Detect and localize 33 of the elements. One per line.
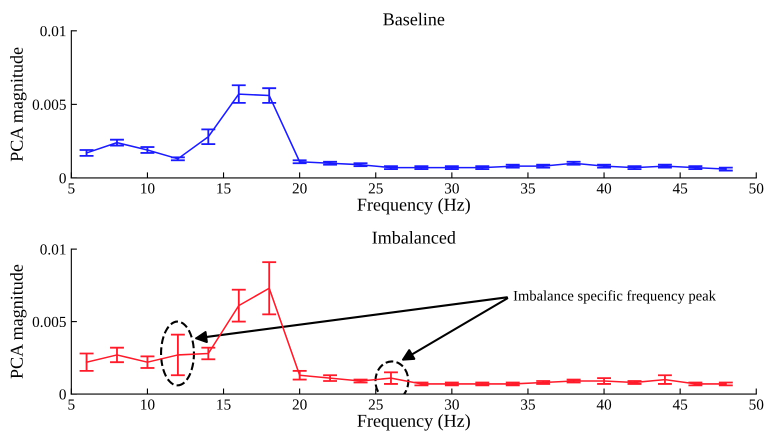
x-tick-label: 40 xyxy=(596,399,612,410)
y-tick-label: 0 xyxy=(59,173,66,184)
y-tick-label: 0.005 xyxy=(32,316,66,328)
x-tick-label: 10 xyxy=(141,399,154,410)
y-tick-label: 0.01 xyxy=(40,26,66,36)
x-tick-label: 15 xyxy=(217,399,231,410)
x-tick-label: 30 xyxy=(444,399,459,410)
x-tick-label: 30 xyxy=(444,183,459,194)
x-tick-label: 35 xyxy=(521,183,535,194)
x-tick-label: 45 xyxy=(672,183,688,194)
chart-title: Baseline xyxy=(383,12,444,26)
x-tick-label: 35 xyxy=(521,399,535,410)
y-tick-label: 0.01 xyxy=(40,244,66,255)
x-tick-label: 45 xyxy=(672,399,688,410)
x-tick-label: 20 xyxy=(292,183,307,194)
x-tick-label: 25 xyxy=(368,399,383,410)
x-tick-label: 50 xyxy=(750,399,764,410)
y-tick-label: 0 xyxy=(59,389,66,400)
y-axis-title: PCA magnitude xyxy=(10,264,27,379)
x-tick-label: 5 xyxy=(68,183,75,194)
y-tick-label: 0.005 xyxy=(32,100,66,110)
x-tick-label: 15 xyxy=(217,183,231,194)
x-tick-label: 50 xyxy=(750,183,764,194)
x-tick-label: 5 xyxy=(68,400,75,410)
x-axis-title: Frequency (Hz) xyxy=(357,198,470,214)
chart-title: Imbalanced xyxy=(372,231,456,244)
y-axis-title: PCA magnitude xyxy=(10,48,27,162)
annotation: Imbalance specific frequency peak xyxy=(514,290,716,304)
x-axis-title: Frequency (Hz) xyxy=(357,414,470,431)
x-tick-label: 10 xyxy=(141,183,154,194)
x-tick-label: 25 xyxy=(368,183,383,194)
x-tick-label: 20 xyxy=(292,399,307,410)
x-tick-label: 40 xyxy=(596,183,612,194)
